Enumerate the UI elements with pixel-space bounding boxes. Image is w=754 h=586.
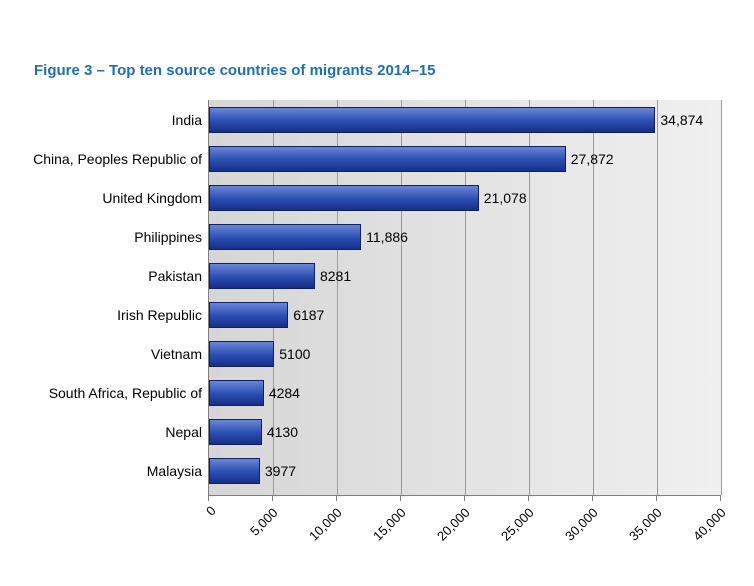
x-tick — [656, 496, 657, 501]
x-tick — [464, 496, 465, 501]
x-tick-label: 15,000 — [370, 505, 409, 544]
bar-value-label: 5100 — [279, 346, 310, 362]
x-tick — [720, 496, 721, 501]
bar-value-label: 4130 — [267, 424, 298, 440]
category-label: Philippines — [134, 229, 202, 245]
bar — [209, 107, 655, 133]
x-tick-label: 35,000 — [626, 505, 665, 544]
x-tick-label: 20,000 — [434, 505, 473, 544]
x-tick — [528, 496, 529, 501]
chart-title: Figure 3 – Top ten source countries of m… — [34, 62, 436, 79]
x-tick — [400, 496, 401, 501]
page: Figure 3 – Top ten source countries of m… — [0, 0, 754, 586]
x-tick-label: 30,000 — [562, 505, 601, 544]
x-tick-label: 0 — [203, 503, 219, 519]
x-tick-label: 10,000 — [306, 505, 345, 544]
bar — [209, 341, 274, 367]
grid-line — [721, 100, 722, 495]
bar — [209, 224, 361, 250]
bar — [209, 263, 315, 289]
bar-value-label: 6187 — [293, 307, 324, 323]
category-label: Nepal — [165, 424, 202, 440]
bar — [209, 419, 262, 445]
category-label: China, Peoples Republic of — [33, 151, 202, 167]
category-label: Irish Republic — [117, 307, 202, 323]
x-tick — [336, 496, 337, 501]
bar-value-label: 4284 — [269, 385, 300, 401]
bar — [209, 302, 288, 328]
bar-value-label: 11,886 — [366, 229, 408, 245]
bar-value-label: 8281 — [320, 268, 351, 284]
x-tick — [592, 496, 593, 501]
bar-value-label: 34,874 — [660, 112, 703, 128]
x-tick-label: 40,000 — [690, 505, 729, 544]
x-tick-label: 5,000 — [247, 505, 281, 539]
category-label: United Kingdom — [102, 190, 202, 206]
bar-value-label: 27,872 — [571, 151, 614, 167]
x-tick — [208, 496, 209, 501]
bar — [209, 458, 260, 484]
category-label: Malaysia — [147, 463, 202, 479]
category-label: Pakistan — [148, 268, 202, 284]
bar-value-label: 21,078 — [484, 190, 527, 206]
bar — [209, 185, 479, 211]
category-label: South Africa, Republic of — [49, 385, 202, 401]
x-tick — [272, 496, 273, 501]
category-label: Vietnam — [151, 346, 202, 362]
category-label: India — [172, 112, 202, 128]
x-tick-label: 25,000 — [498, 505, 537, 544]
bar — [209, 146, 566, 172]
bar-value-label: 3977 — [265, 463, 296, 479]
bar — [209, 380, 264, 406]
